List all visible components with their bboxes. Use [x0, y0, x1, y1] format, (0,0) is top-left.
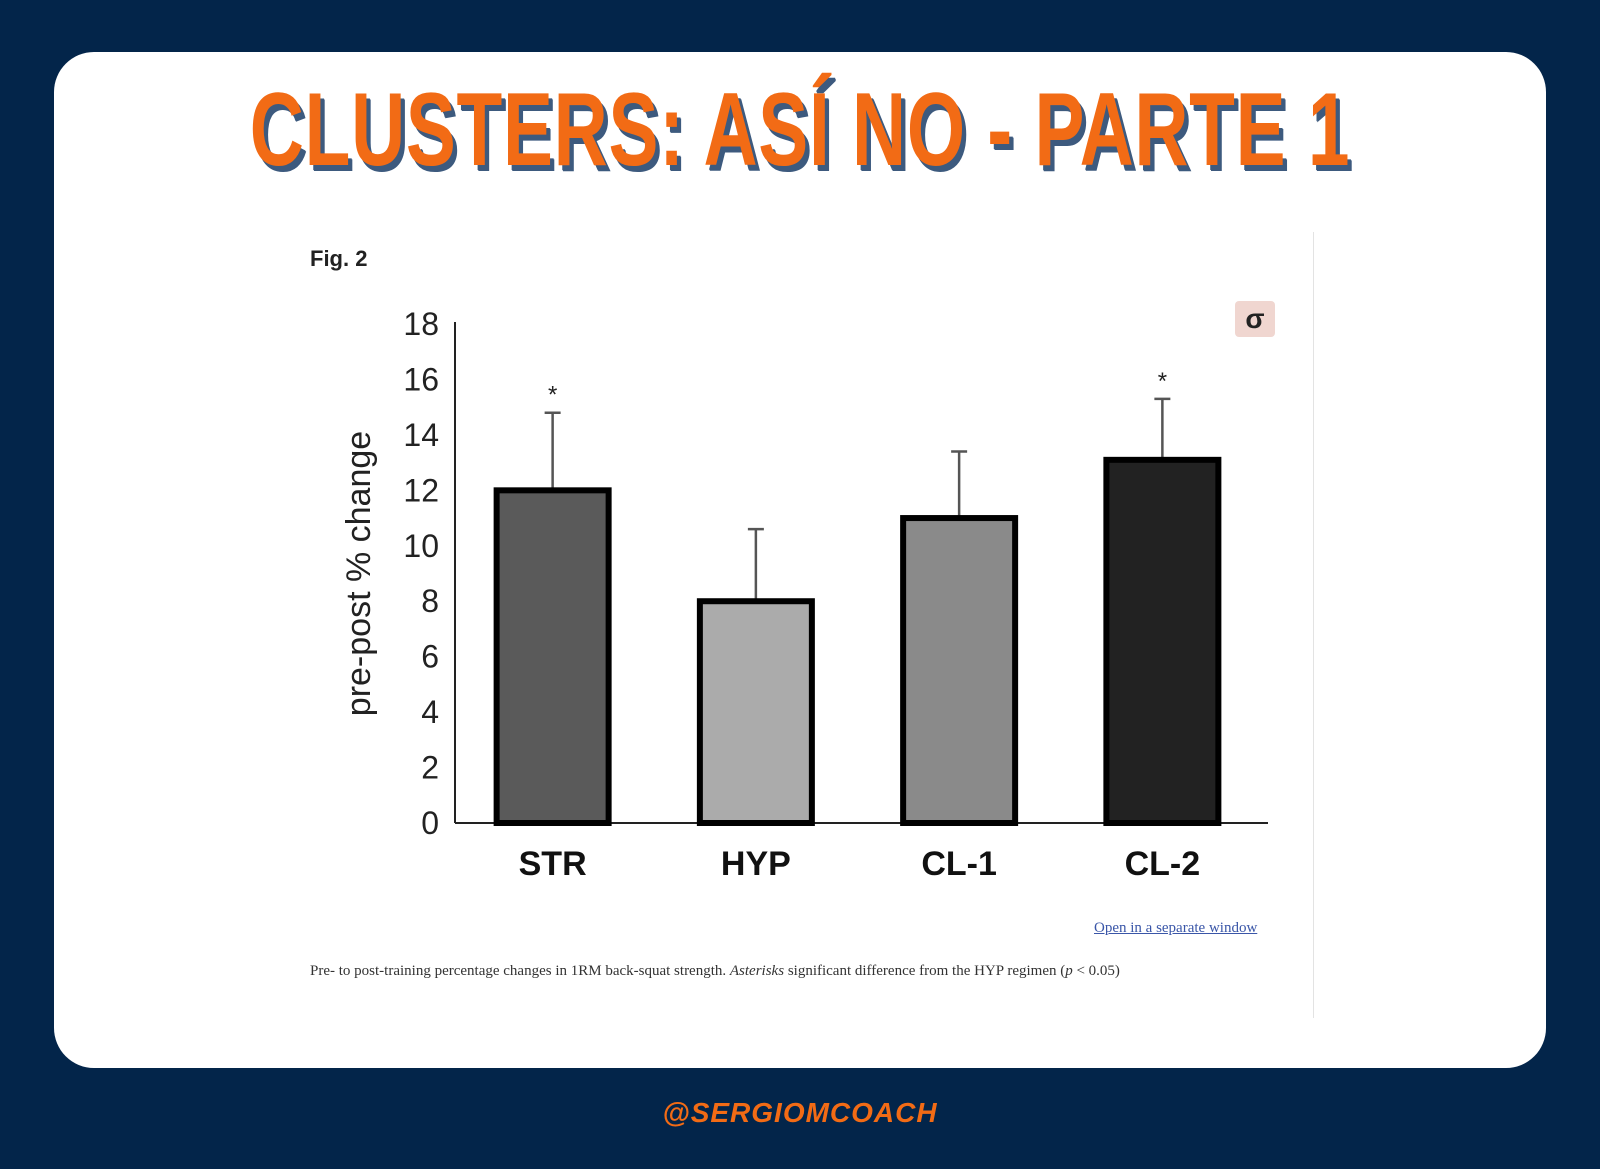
caption-text-1: Pre- to post-training percentage changes… — [310, 963, 730, 979]
y-tick-label: 14 — [403, 417, 439, 453]
y-tick-label: 10 — [403, 528, 439, 564]
figure-label: Fig. 2 — [310, 246, 368, 271]
figure-badge-icon[interactable]: σ — [1235, 301, 1275, 337]
y-tick-label: 4 — [421, 694, 439, 730]
y-tick-label: 12 — [403, 472, 439, 508]
y-tick-label: 2 — [421, 750, 439, 786]
x-tick-label: CL-2 — [1125, 845, 1201, 883]
figure-caption: Pre- to post-training percentage changes… — [310, 958, 1310, 984]
x-tick-label: CL-1 — [921, 845, 997, 883]
open-separate-window-link[interactable]: Open in a separate window — [1094, 920, 1258, 936]
x-tick-label: STR — [519, 845, 587, 883]
y-tick-label: 6 — [421, 639, 439, 675]
caption-text-3: < 0.05) — [1072, 963, 1120, 979]
bar — [696, 598, 815, 826]
bar — [493, 487, 612, 826]
x-tick-label: HYP — [721, 845, 791, 883]
caption-italic-p: p — [1065, 963, 1073, 979]
content-card — [54, 52, 1546, 1068]
figure-divider — [1313, 232, 1314, 1018]
significance-marker: * — [1158, 368, 1167, 395]
author-handle: @SERGIOMCOACH — [662, 1097, 938, 1128]
bar — [900, 515, 1019, 826]
y-axis-label: pre-post % change — [340, 431, 378, 716]
bar — [1103, 456, 1222, 826]
y-tick-label: 8 — [421, 583, 439, 619]
significance-marker: * — [548, 382, 557, 409]
y-tick-label: 0 — [421, 805, 439, 841]
caption-italic-asterisks: Asterisks — [729, 963, 785, 979]
caption-text-2: significant difference from the HYP regi… — [784, 963, 1066, 979]
page-title: CLUSTERS: ASÍ NO - PARTE 1 — [249, 72, 1351, 188]
y-tick-label: 16 — [403, 361, 439, 397]
y-tick-label: 18 — [403, 306, 439, 342]
